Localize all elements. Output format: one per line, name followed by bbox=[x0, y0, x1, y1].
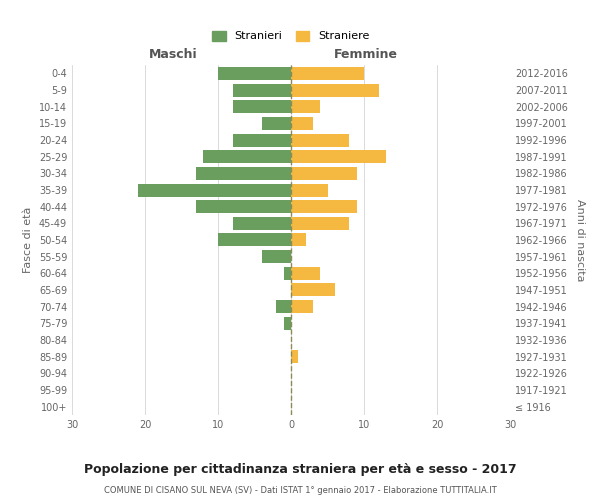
Bar bbox=[291, 84, 379, 96]
Bar bbox=[291, 67, 364, 80]
Bar bbox=[291, 134, 349, 146]
Bar bbox=[291, 100, 320, 113]
Bar bbox=[203, 150, 291, 163]
Bar bbox=[291, 150, 386, 163]
Bar bbox=[233, 100, 291, 113]
Bar bbox=[291, 167, 356, 180]
Bar bbox=[196, 200, 291, 213]
Bar bbox=[284, 267, 291, 280]
Bar bbox=[233, 84, 291, 96]
Text: COMUNE DI CISANO SUL NEVA (SV) - Dati ISTAT 1° gennaio 2017 - Elaborazione TUTTI: COMUNE DI CISANO SUL NEVA (SV) - Dati IS… bbox=[104, 486, 496, 495]
Bar bbox=[284, 317, 291, 330]
Bar bbox=[277, 300, 291, 313]
Bar bbox=[138, 184, 291, 196]
Bar bbox=[196, 167, 291, 180]
Bar bbox=[262, 250, 291, 263]
Bar bbox=[233, 134, 291, 146]
Text: Maschi: Maschi bbox=[148, 48, 197, 62]
Bar bbox=[218, 234, 291, 246]
Bar bbox=[291, 234, 305, 246]
Bar bbox=[291, 300, 313, 313]
Text: Femmine: Femmine bbox=[334, 48, 397, 62]
Bar bbox=[262, 117, 291, 130]
Legend: Stranieri, Straniere: Stranieri, Straniere bbox=[207, 25, 375, 47]
Bar bbox=[218, 67, 291, 80]
Text: Popolazione per cittadinanza straniera per età e sesso - 2017: Popolazione per cittadinanza straniera p… bbox=[83, 462, 517, 475]
Bar bbox=[233, 217, 291, 230]
Bar bbox=[291, 117, 313, 130]
Bar bbox=[291, 284, 335, 296]
Bar bbox=[291, 200, 356, 213]
Y-axis label: Anni di nascita: Anni di nascita bbox=[575, 198, 584, 281]
Bar bbox=[291, 350, 298, 363]
Y-axis label: Fasce di età: Fasce di età bbox=[23, 207, 33, 273]
Bar bbox=[291, 217, 349, 230]
Bar bbox=[291, 184, 328, 196]
Bar bbox=[291, 267, 320, 280]
